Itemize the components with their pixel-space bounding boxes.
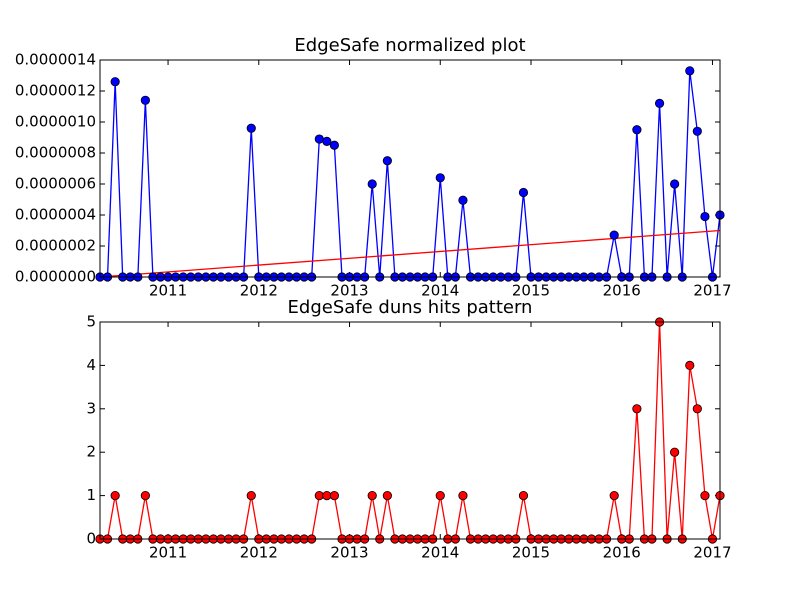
- x-tick-label: 2013: [330, 282, 368, 300]
- data-point: [329, 140, 339, 150]
- data-point: [329, 490, 339, 501]
- data-point: [435, 173, 445, 183]
- data-point: [322, 136, 332, 146]
- data-point: [685, 360, 695, 370]
- x-tick-label: 2016: [603, 544, 641, 562]
- chart-title: EdgeSafe normalized plot: [294, 35, 525, 56]
- data-point: [140, 490, 150, 501]
- data-point: [110, 490, 120, 501]
- x-tick-label: 2015: [512, 544, 550, 562]
- plot-area: [95, 66, 725, 282]
- plot-frame: [99, 321, 721, 540]
- data-point: [367, 490, 377, 501]
- data-point: [458, 490, 468, 501]
- data-point: [246, 123, 256, 133]
- data-point: [314, 134, 324, 144]
- data-line: [100, 321, 721, 540]
- y-tick-label: 0: [86, 530, 96, 548]
- y-tick-label: 1: [86, 486, 96, 504]
- data-point: [435, 490, 445, 501]
- x-tick-label: 2016: [603, 282, 641, 300]
- data-point: [685, 66, 695, 76]
- data-point: [609, 490, 619, 501]
- chart-title: EdgeSafe duns hits pattern: [288, 297, 533, 318]
- data-point: [654, 98, 665, 109]
- y-tick-label: 5: [86, 313, 96, 331]
- x-tick-label: 2014: [421, 282, 459, 300]
- trend-line: [99, 229, 721, 278]
- y-tick-label: 0.0000002: [15, 237, 96, 255]
- y-tick-label: 0.0000008: [15, 144, 96, 162]
- data-point: [367, 179, 377, 189]
- data-point: [382, 490, 392, 501]
- y-tick-label: 0.0000000: [15, 268, 96, 286]
- x-tick-label: 2017: [693, 544, 731, 562]
- x-tick-label: 2014: [421, 544, 459, 562]
- x-tick-label: 2017: [693, 282, 731, 300]
- x-tick-label: 2011: [149, 544, 187, 562]
- y-tick-label: 0.0000012: [15, 82, 96, 100]
- y-tick-label: 4: [86, 356, 96, 374]
- y-tick-label: 2: [86, 443, 96, 461]
- data-point: [670, 179, 680, 189]
- data-point: [700, 490, 710, 501]
- plot-frame: [99, 59, 721, 278]
- data-point: [246, 490, 256, 501]
- data-point: [609, 230, 619, 240]
- data-point: [670, 447, 680, 457]
- data-point: [632, 404, 642, 414]
- x-tick-label: 2013: [330, 544, 368, 562]
- y-tick-label: 3: [86, 399, 96, 417]
- data-point: [700, 211, 710, 222]
- x-tick-label: 2012: [240, 282, 278, 300]
- y-tick-label: 0.0000010: [15, 113, 96, 131]
- x-tick-label: 2012: [240, 544, 278, 562]
- data-point: [518, 187, 529, 198]
- data-line: [100, 70, 721, 278]
- data-point: [458, 195, 468, 205]
- y-tick-label: 0.0000004: [15, 206, 96, 224]
- y-tick-label: 0.0000014: [15, 51, 96, 69]
- data-point: [518, 490, 529, 501]
- x-tick-label: 2011: [149, 282, 187, 300]
- data-point: [110, 77, 120, 87]
- data-point: [692, 126, 702, 136]
- data-point: [382, 156, 392, 166]
- data-point: [692, 404, 702, 414]
- data-point: [632, 125, 642, 135]
- data-point: [140, 95, 150, 105]
- x-tick-label: 2015: [512, 282, 550, 300]
- y-tick-label: 0.0000006: [15, 175, 96, 193]
- plot-area: [95, 317, 725, 544]
